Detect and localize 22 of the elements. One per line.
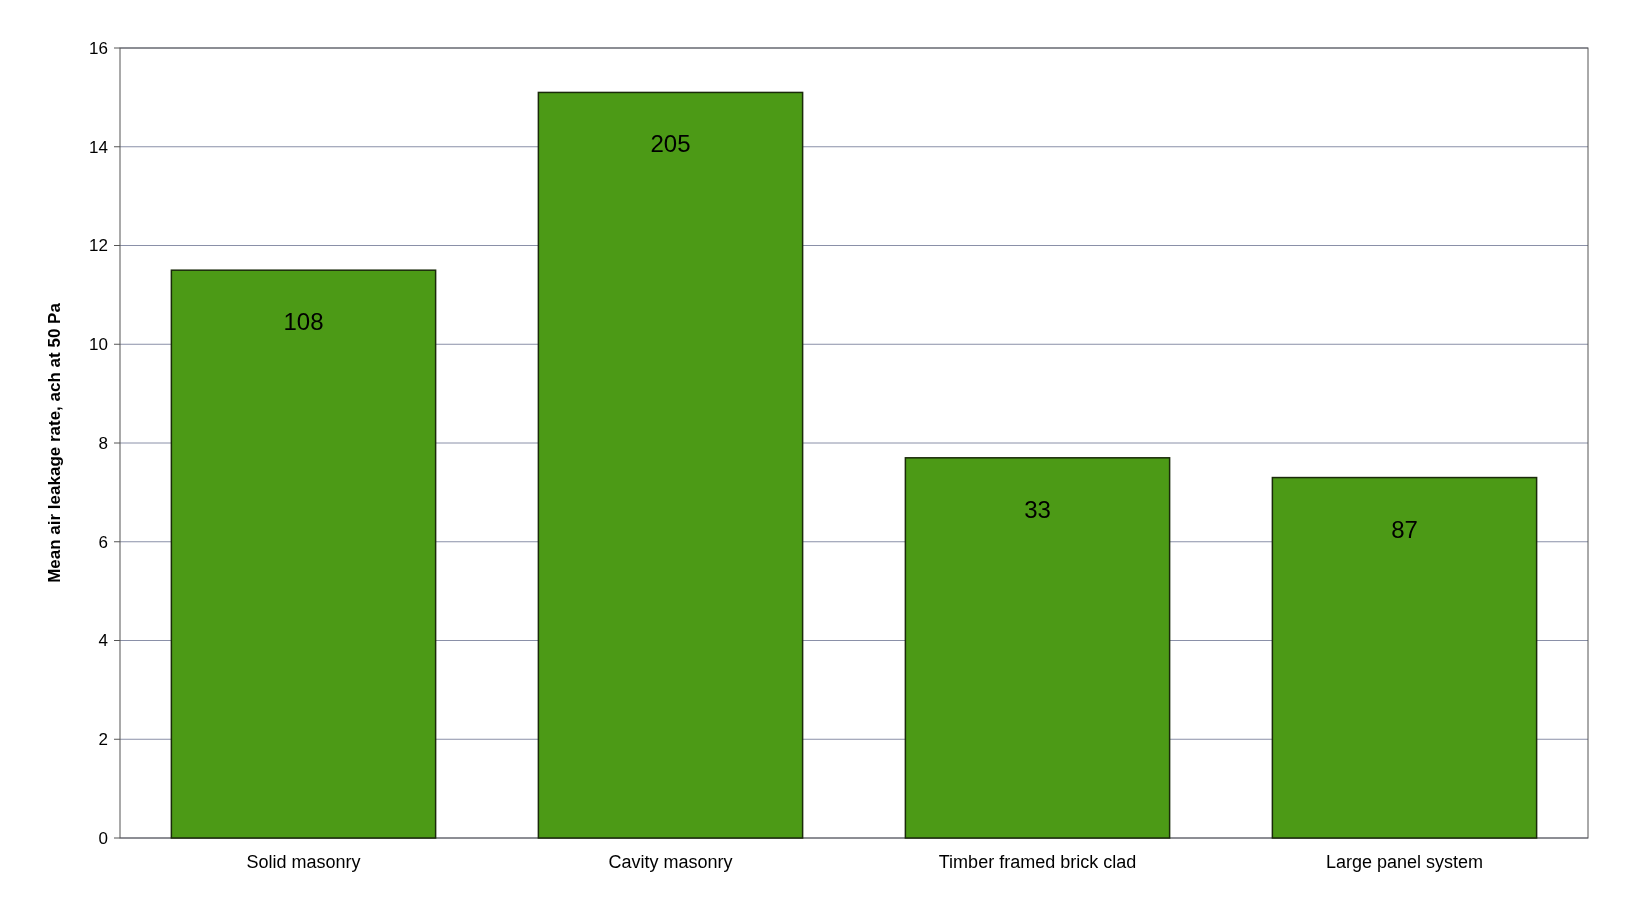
y-tick-label: 6	[98, 532, 108, 552]
y-tick-label: 10	[89, 335, 108, 355]
y-tick-label: 2	[98, 730, 108, 750]
annotation: 33	[1024, 495, 1051, 523]
bar	[1271, 476, 1538, 839]
y-tick-label: 12	[89, 236, 108, 256]
annotation: 205	[650, 130, 691, 158]
y-tick-label: 16	[89, 38, 108, 58]
annotation: 87	[1391, 515, 1418, 543]
y-axis-title: Mean air leakage rate, ach at 50 Pa	[45, 302, 64, 583]
x-tick-label: Cavity masonry	[608, 852, 733, 872]
annotation: 108	[283, 308, 324, 336]
x-tick-label: Timber framed brick clad	[938, 852, 1137, 872]
y-tick-label: 8	[98, 433, 108, 453]
x-tick-label: Solid masonry	[246, 852, 361, 872]
bar	[170, 269, 437, 839]
bar	[537, 91, 804, 839]
bar	[904, 457, 1171, 839]
y-tick-label: 4	[98, 631, 108, 651]
x-tick-label: Large panel system	[1325, 852, 1484, 872]
y-tick-label: 14	[89, 137, 108, 157]
y-tick-label: 0	[98, 828, 108, 848]
